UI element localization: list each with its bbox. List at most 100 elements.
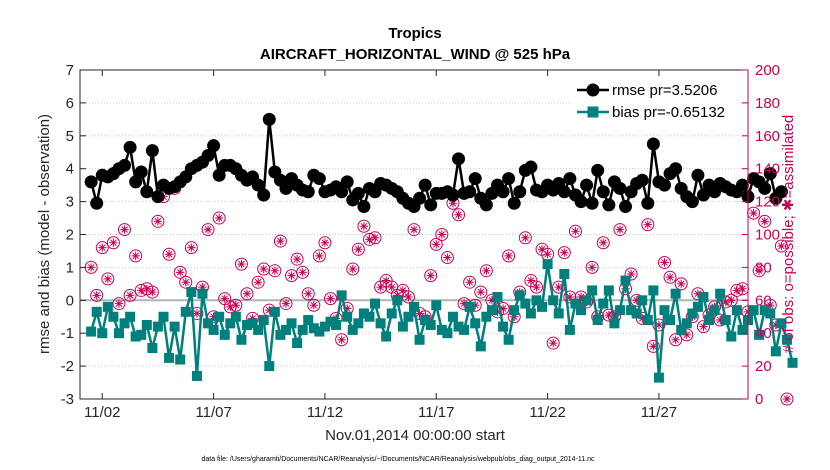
obs-possible-circle xyxy=(368,231,382,245)
bias-data-point xyxy=(525,308,536,319)
rmse-data-point xyxy=(585,196,599,210)
y-axis-right: 0 20 40 60 80 100 120 140 160 180 200 xyxy=(742,62,780,408)
rmse-data-point xyxy=(463,185,477,199)
bias-data-point xyxy=(576,305,586,316)
obs-possible-circle xyxy=(774,239,788,253)
bias-data-point xyxy=(637,295,648,306)
bias-data-point xyxy=(726,331,737,342)
bias-data-point xyxy=(230,311,241,322)
obs-possible-circle xyxy=(201,223,215,237)
obs-possible-circle xyxy=(112,297,126,311)
obs-assimilated-asterisk xyxy=(521,233,530,242)
obs-assimilated-asterisk xyxy=(337,335,346,344)
obs-assimilated-asterisk xyxy=(498,304,508,313)
bias-data-point xyxy=(242,319,252,330)
obs-possible-circle xyxy=(318,236,332,250)
obs-possible-circle xyxy=(463,275,477,289)
rmse-data-point xyxy=(257,188,271,202)
bias-data-point xyxy=(130,331,141,342)
obs-assimilated-asterisk xyxy=(782,394,792,404)
y-right-tick-label: 100 xyxy=(755,227,780,244)
obs-count-marker xyxy=(151,214,165,228)
obs-count-marker xyxy=(496,302,510,316)
obs-possible-circle xyxy=(646,339,660,353)
obs-possible-circle xyxy=(529,280,543,294)
bias-data-point xyxy=(264,361,275,372)
obs-possible-circle xyxy=(129,249,143,263)
x-tick-label: 11/22 xyxy=(529,404,565,421)
obs-possible-circle xyxy=(179,275,193,289)
rmse-data-point xyxy=(201,149,215,163)
rmse-data-point xyxy=(735,178,749,192)
obs-assimilated-asterisk xyxy=(109,238,118,247)
obs-count-marker xyxy=(696,320,710,334)
obs-count-marker xyxy=(474,285,488,299)
y-right-tick-label: 180 xyxy=(755,95,780,112)
bias-data-point xyxy=(475,341,486,352)
obs-count-marker xyxy=(624,267,638,281)
obs-count-marker xyxy=(435,228,449,241)
bias-data-point xyxy=(648,285,659,296)
y-right-tick-label: 80 xyxy=(755,259,772,276)
obs-count-marker xyxy=(212,211,226,225)
obs-assimilated-asterisk xyxy=(471,301,480,310)
obs-assimilated-asterisk xyxy=(760,217,769,226)
bias-data-point xyxy=(342,311,353,322)
obs-assimilated-asterisk xyxy=(660,258,669,267)
obs-possible-circle xyxy=(257,262,271,276)
legend-rmse-marker xyxy=(586,83,600,97)
obs-possible-circle xyxy=(479,264,493,278)
obs-count-marker xyxy=(346,262,360,276)
obs-possible-circle xyxy=(563,290,577,304)
rmse-data-point xyxy=(635,173,649,187)
obs-count-marker xyxy=(368,231,382,245)
obs-assimilated-asterisk xyxy=(715,315,725,325)
y-left-tick-label: 7 xyxy=(66,62,74,79)
obs-count-marker xyxy=(563,290,577,304)
bias-data-point xyxy=(642,315,653,326)
obs-assimilated-asterisk xyxy=(98,243,107,252)
obs-count-marker xyxy=(324,292,337,306)
obs-count-marker xyxy=(106,236,120,250)
bias-data-point xyxy=(214,311,225,322)
bias-data-point xyxy=(370,298,381,309)
rmse-data-point xyxy=(580,178,594,192)
obs-assimilated-asterisk xyxy=(465,278,474,287)
y-axis-left-label: rmse and bias (model - observation) xyxy=(36,114,53,354)
bias-data-point xyxy=(203,318,214,329)
bias-data-point xyxy=(225,318,236,329)
obs-count-marker xyxy=(218,292,232,306)
rmse-data-point xyxy=(602,198,616,212)
obs-possible-circle xyxy=(518,231,532,245)
legend: rmse pr=3.5206 bias pr=-0.65132 xyxy=(572,76,740,124)
obs-count-marker xyxy=(268,264,282,278)
obs-count-marker xyxy=(251,275,265,289)
obs-possible-circle xyxy=(557,246,571,260)
bias-data-point xyxy=(292,338,303,349)
obs-assimilated-asterisk xyxy=(259,264,268,274)
rmse-data-point xyxy=(619,200,633,214)
bias-data-point xyxy=(325,316,336,327)
x-tick-label: 11/27 xyxy=(641,404,677,421)
obs-count-marker xyxy=(318,236,332,250)
obs-count-marker xyxy=(641,218,655,232)
obs-count-marker xyxy=(123,288,137,302)
rmse-data-point xyxy=(262,112,276,126)
rmse-data-point xyxy=(513,185,527,199)
obs-assimilated-asterisk xyxy=(638,314,647,323)
obs-count-marker xyxy=(201,223,215,237)
obs-assimilated-asterisk xyxy=(387,282,396,292)
bias-data-point xyxy=(514,290,525,301)
chart-title: Tropics xyxy=(388,25,441,42)
x-axis: 11/02 11/07 11/12 11/17 11/22 11/27 xyxy=(84,70,677,421)
x-tick-label: 11/17 xyxy=(418,404,454,421)
y-left-tick-label: 5 xyxy=(66,128,74,145)
bias-data-point xyxy=(520,298,531,309)
obs-possible-circle xyxy=(234,257,248,271)
bias-data-point xyxy=(147,343,158,354)
obs-possible-circle xyxy=(229,298,243,312)
bias-data-point xyxy=(498,321,509,332)
obs-count-marker xyxy=(440,251,454,265)
rmse-data-point xyxy=(207,139,221,153)
